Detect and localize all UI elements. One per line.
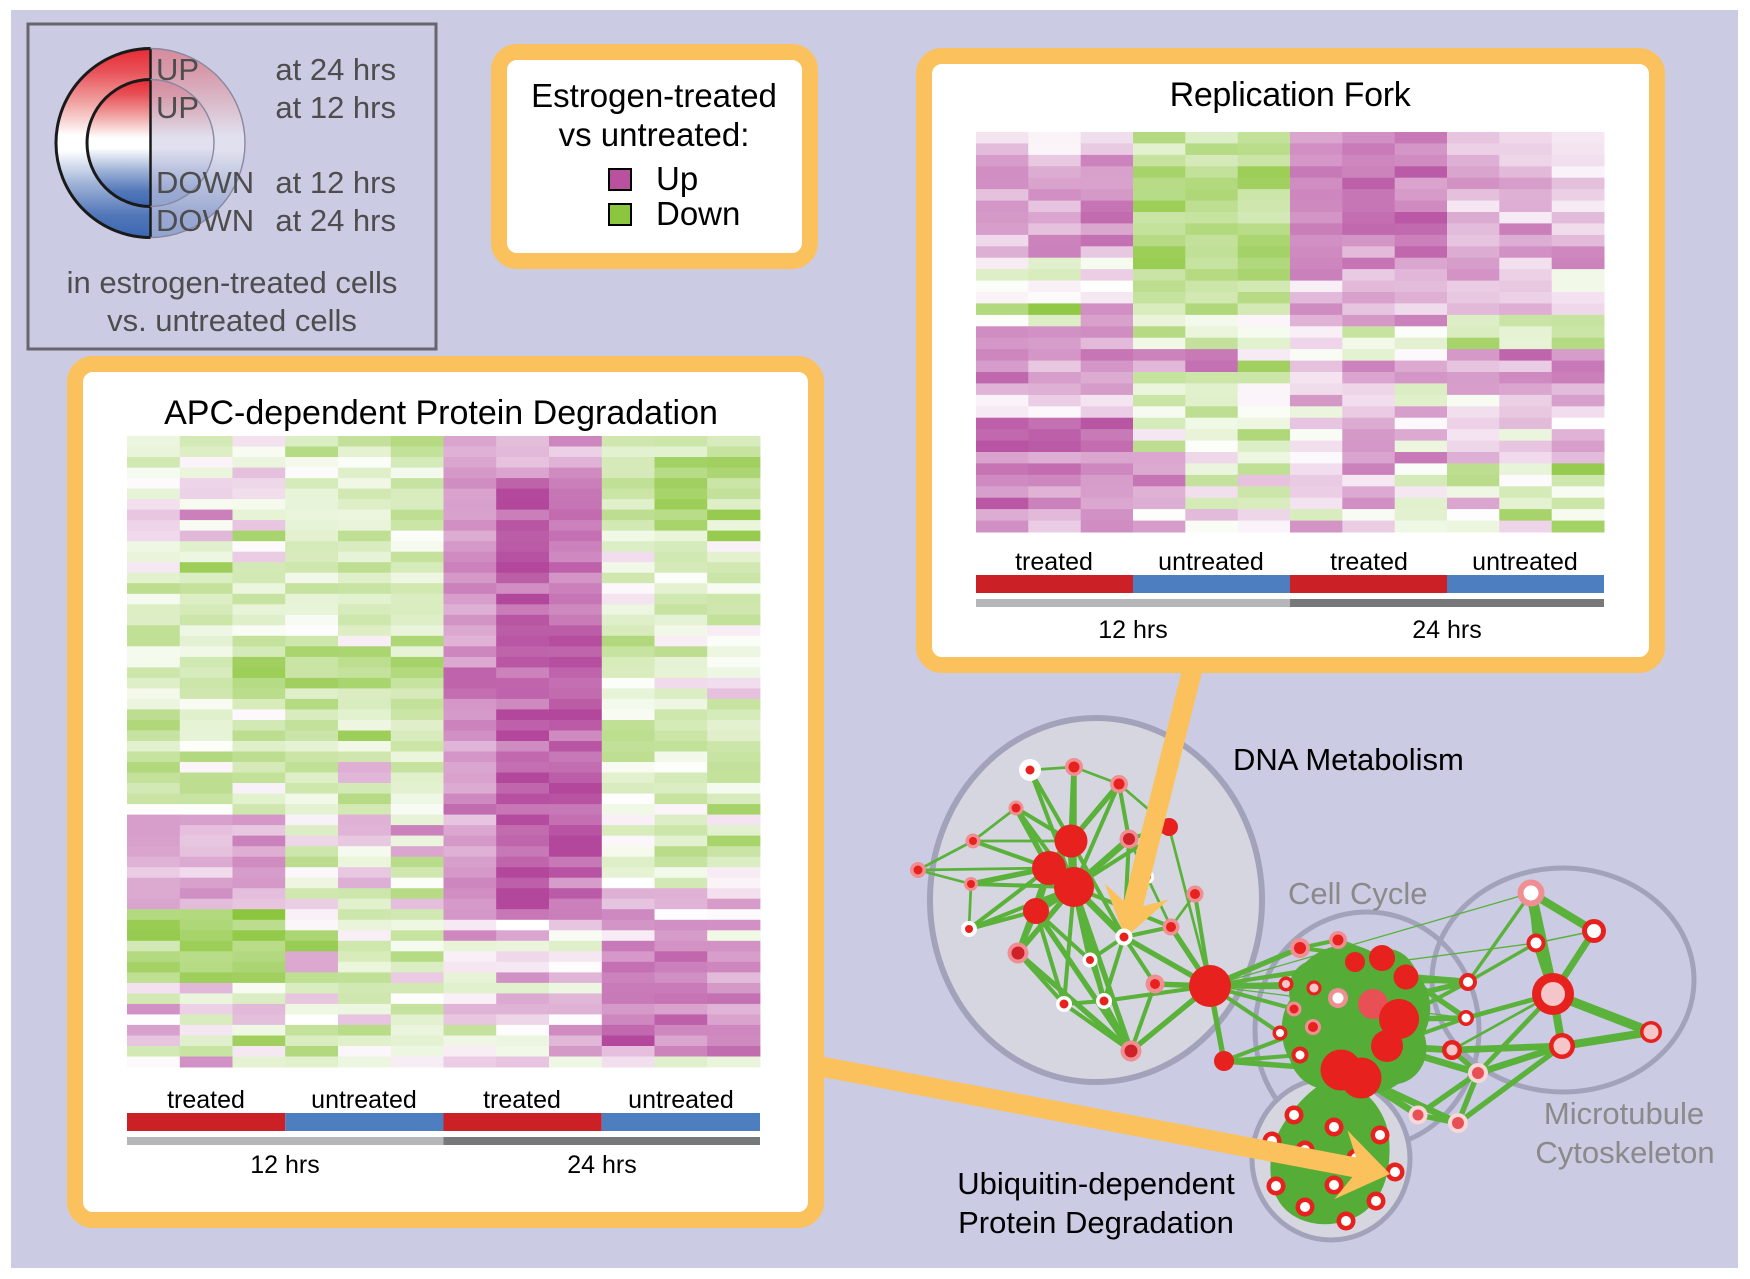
svg-text:Ubiquitin-dependent: Ubiquitin-dependent — [957, 1166, 1235, 1201]
svg-text:untreated: untreated — [628, 1086, 734, 1114]
svg-text:Cytoskeleton: Cytoskeleton — [1535, 1135, 1714, 1170]
svg-text:untreated: untreated — [1158, 548, 1264, 576]
svg-text:Microtubule: Microtubule — [1544, 1096, 1704, 1131]
svg-text:at 24 hrs: at 24 hrs — [275, 52, 396, 87]
svg-text:treated: treated — [1015, 548, 1093, 576]
svg-text:at 12 hrs: at 12 hrs — [275, 165, 396, 200]
svg-text:in estrogen-treated cells: in estrogen-treated cells — [67, 265, 398, 300]
svg-text:Cell Cycle: Cell Cycle — [1288, 876, 1428, 911]
svg-text:APC-dependent Protein Degradat: APC-dependent Protein Degradation — [164, 394, 718, 432]
svg-text:DOWN: DOWN — [156, 165, 254, 200]
svg-text:treated: treated — [483, 1086, 561, 1114]
svg-text:at 24 hrs: at 24 hrs — [275, 203, 396, 238]
svg-text:Protein Degradation: Protein Degradation — [958, 1205, 1234, 1240]
svg-text:DNA Metabolism: DNA Metabolism — [1233, 742, 1464, 777]
svg-text:Down: Down — [656, 195, 740, 232]
svg-text:vs. untreated cells: vs. untreated cells — [107, 303, 357, 338]
svg-text:treated: treated — [167, 1086, 245, 1114]
svg-text:untreated: untreated — [1472, 548, 1578, 576]
svg-text:Estrogen-treated: Estrogen-treated — [531, 77, 777, 114]
svg-text:DOWN: DOWN — [156, 203, 254, 238]
svg-text:UP: UP — [156, 90, 199, 125]
svg-text:vs untreated:: vs untreated: — [559, 116, 750, 153]
svg-text:untreated: untreated — [311, 1086, 417, 1114]
svg-text:12 hrs: 12 hrs — [1098, 616, 1167, 644]
svg-text:UP: UP — [156, 52, 199, 87]
svg-text:at 12 hrs: at 12 hrs — [275, 90, 396, 125]
svg-text:24 hrs: 24 hrs — [1412, 616, 1481, 644]
svg-text:Replication Fork: Replication Fork — [1170, 76, 1412, 114]
svg-text:12 hrs: 12 hrs — [250, 1151, 319, 1179]
svg-text:treated: treated — [1330, 548, 1408, 576]
svg-text:Up: Up — [656, 160, 698, 197]
svg-text:24 hrs: 24 hrs — [567, 1151, 636, 1179]
